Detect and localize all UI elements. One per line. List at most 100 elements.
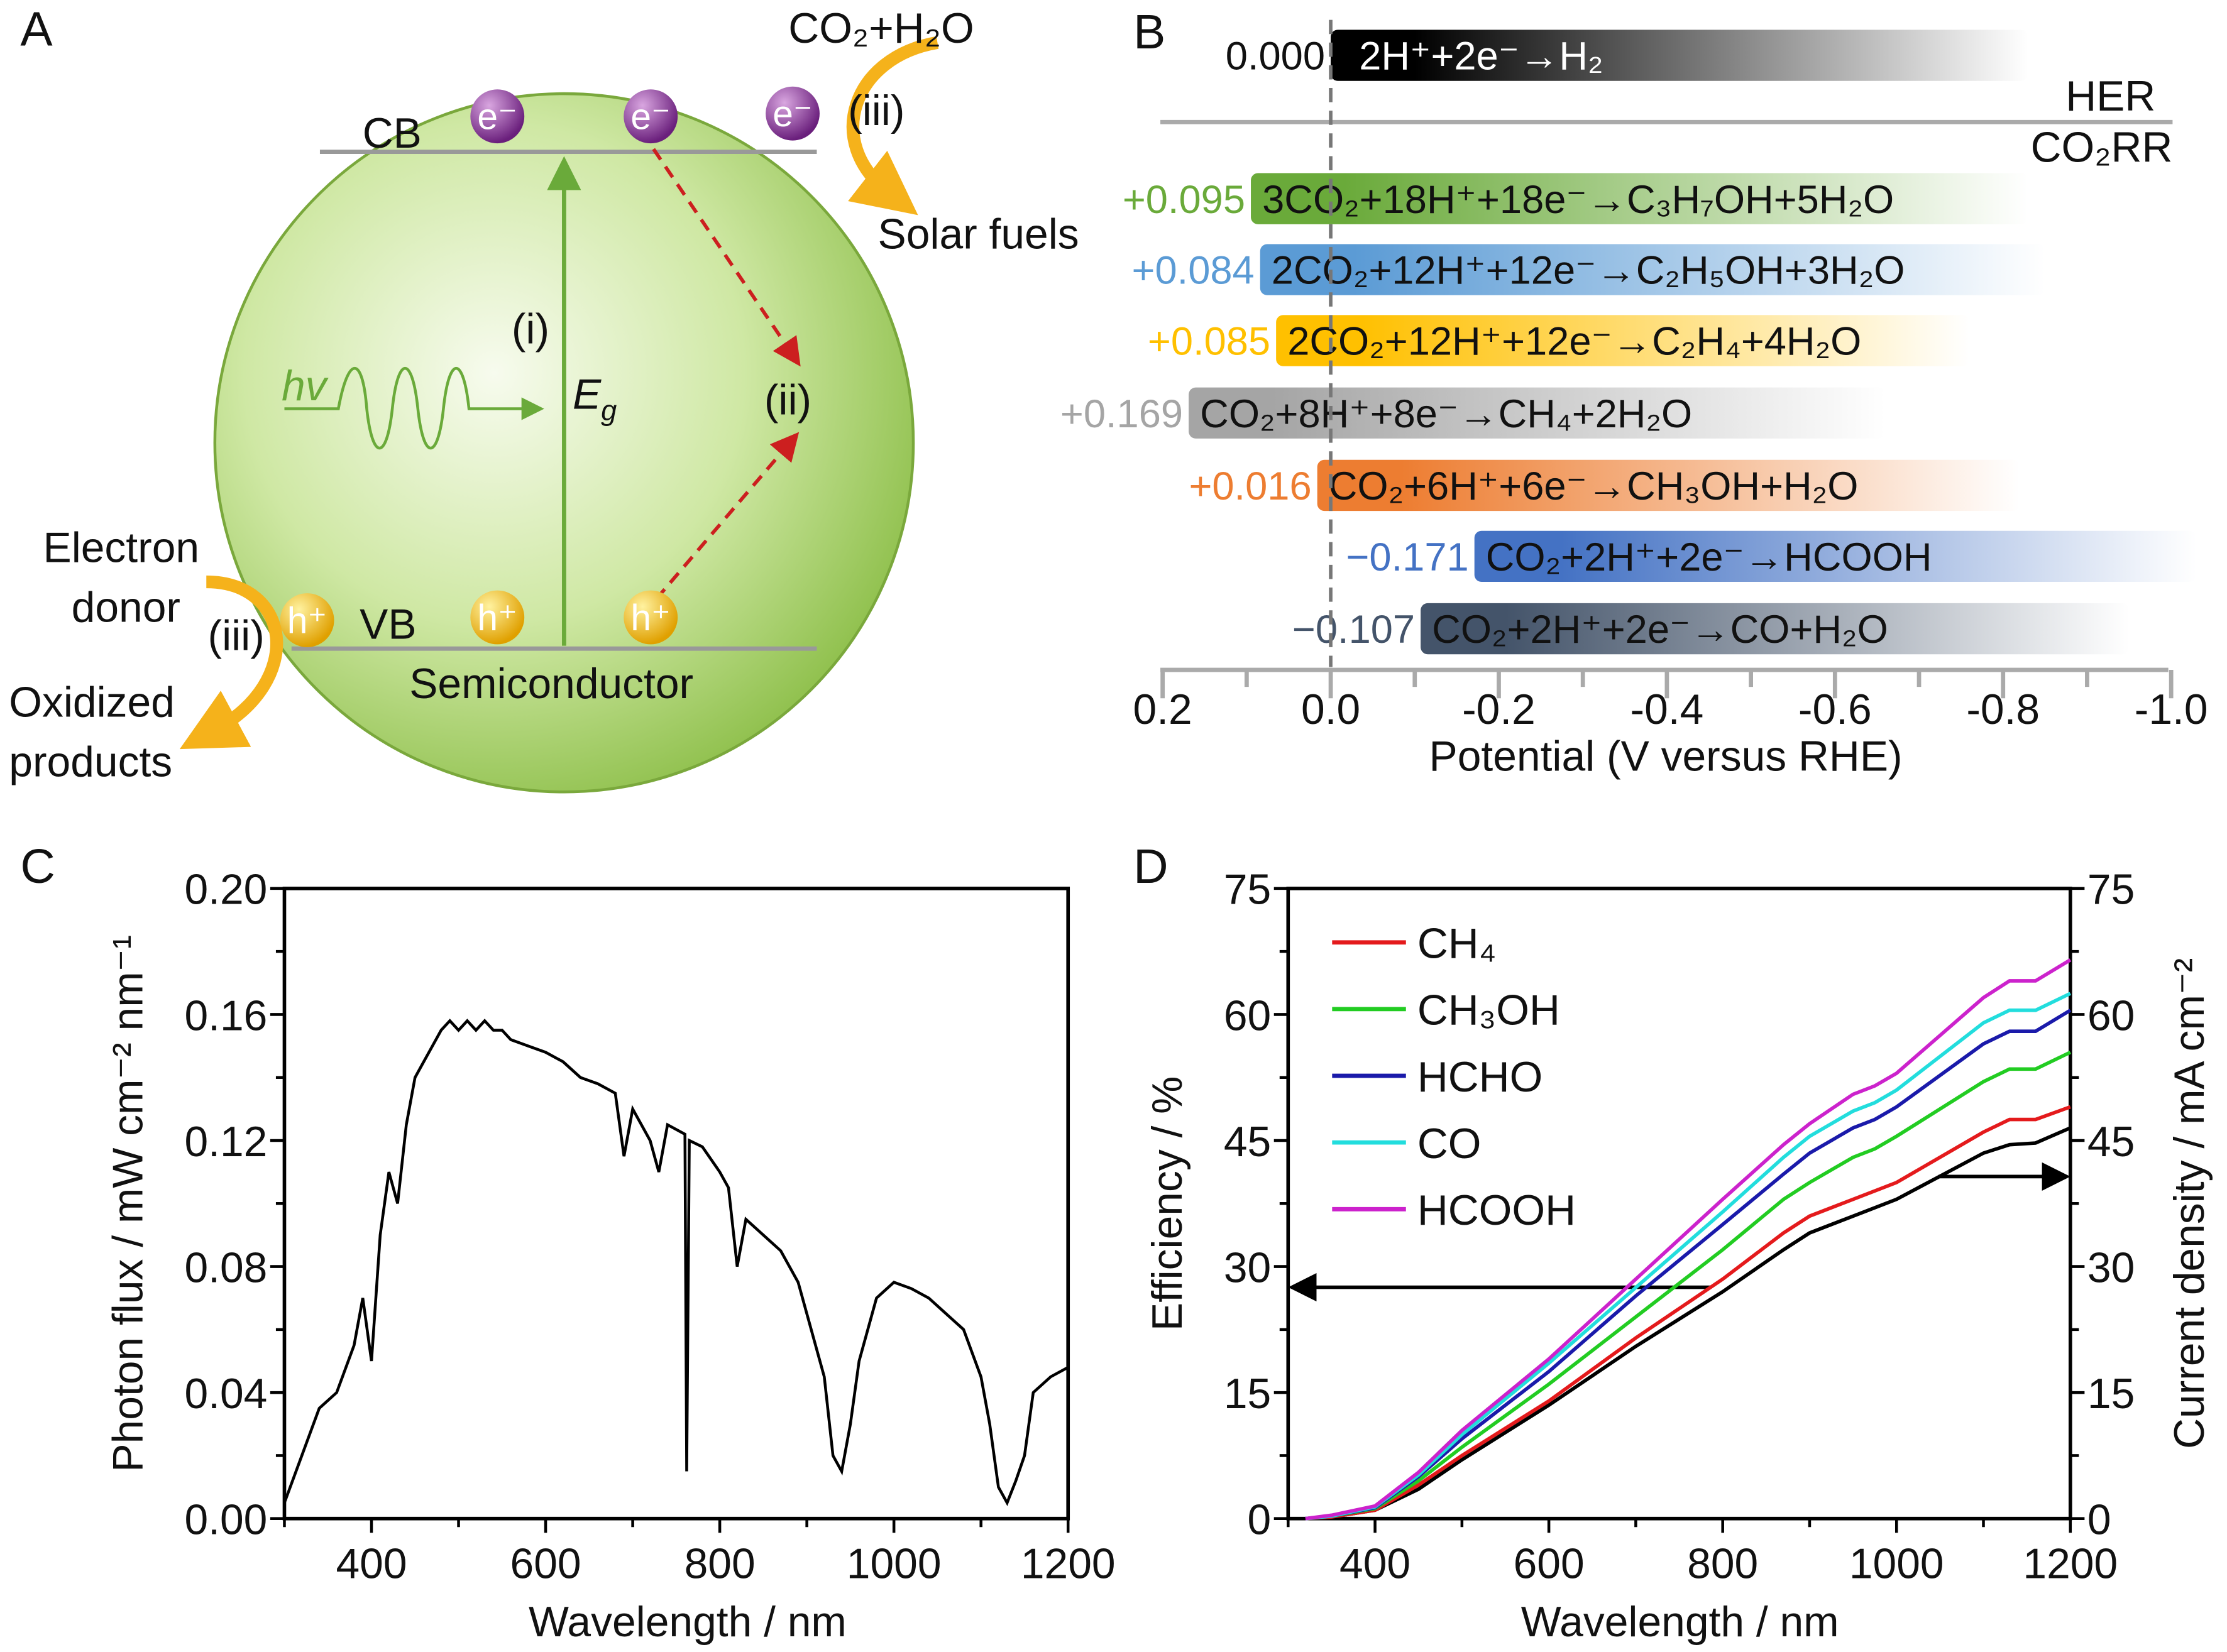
plot-frame [282,887,1070,1521]
hole-icon [280,593,334,647]
reaction-bar [1317,459,2020,511]
series-line [1305,1105,2071,1521]
c-y-axis-label: Photon flux / mW cm⁻² nm⁻¹ [105,935,152,1472]
x-tick-label: 800 [685,1541,756,1588]
hv-label: hv [282,363,329,410]
her-label: HER [2065,73,2155,120]
y-tick-label: 0.16 [185,992,268,1039]
x-tick-label: 600 [1514,1541,1585,1588]
c-x-axis-label: Wavelength / nm [529,1599,847,1646]
panel-c-chart: C Photon flux / mW cm⁻² nm⁻¹ Wavelength … [20,840,1115,1646]
potential-value-label: +0.016 [1189,464,1311,508]
potential-value-label: +0.169 [1060,392,1183,436]
reaction-equation: 2H⁺+2e⁻→H₂ [1359,35,1603,79]
b-x-tick-label: -1.0 [2135,686,2208,733]
right-y-tick-label: 75 [2087,867,2135,914]
b-x-axis-label: Potential (V versus RHE) [1429,733,1903,780]
potential-value-label: 0.000 [1226,35,1325,79]
reaction-equation: 3CO₂+18H⁺+18e⁻→C₃H₇OH+5H₂O [1262,178,1894,222]
b-x-tick-label: -0.2 [1462,686,1536,733]
semiconductor-label: Semiconductor [409,660,693,708]
oxidized-products-label-2: products [9,738,172,785]
reaction-bar [1331,30,2028,81]
step-ii-label: (ii) [764,377,811,424]
electron-symbol: e⁻ [773,94,813,134]
oxidized-products-label-1: Oxidized [9,679,175,726]
oxidation-arrow [179,575,283,750]
hole-symbol: h⁺ [287,600,327,641]
x-tick-label: 1200 [2023,1541,2118,1588]
legend-label: HCOOH [1417,1187,1576,1234]
y-tick-label: 0.20 [185,867,268,914]
legend-label: CO [1417,1120,1482,1168]
legend-label: HCHO [1417,1054,1542,1101]
x-tick-label: 400 [1339,1541,1410,1588]
x-tick-label: 800 [1687,1541,1758,1588]
y-tick-label: 45 [1224,1119,1271,1166]
b-x-tick-label: -0.8 [1966,686,2040,733]
panel-label-c: C [20,840,55,894]
y-tick-label: 60 [1224,992,1271,1039]
x-tick-label: 600 [510,1541,581,1588]
reduction-arrow [846,36,939,216]
legend-label: CH₃OH [1417,987,1560,1034]
y-tick-label: 15 [1224,1370,1271,1418]
potential-value-label: −0.107 [1292,608,1415,652]
reaction-bar [1421,603,2130,655]
electron-symbol: e⁻ [630,97,671,138]
electron-symbol: e⁻ [477,97,517,138]
panel-label-b: B [1133,5,1165,59]
legend-label: CH₄ [1417,921,1497,968]
co2rr-label: CO₂RR [2031,124,2173,171]
eg-label: Eg [573,371,617,426]
reaction-bar [1251,173,2028,224]
right-y-tick-label: 30 [2087,1244,2135,1291]
right-y-tick-label: 15 [2087,1370,2135,1418]
potential-value-label: −0.171 [1346,535,1469,579]
step-iii-reduction-label: (iii) [848,87,905,134]
step-i-label: (i) [512,306,549,353]
solar-fuels-label: Solar fuels [878,211,1079,258]
hole-icon [624,590,678,645]
photon-wave-icon [284,366,544,450]
photon-flux-spectrum-line [283,1019,1069,1506]
x-tick-label: 1200 [1021,1541,1116,1588]
reaction-bar [1260,244,2045,295]
y-tick-label: 0.08 [185,1244,268,1291]
x-tick-label: 1000 [1849,1541,1944,1588]
panel-a-diagram: A CB VB (i) (ii) Eg hv e⁻ e⁻ e⁻ h⁺ h⁺ h⁺ CO₂+… [9,2,1079,794]
reaction-equation: CO₂+8H⁺+8e⁻→CH₄+2H₂O [1200,392,1692,436]
reaction-equation: CO₂+6H⁺+6e⁻→CH₃OH+H₂O [1329,464,1859,508]
reaction-equation: CO₂+2H⁺+2e⁻→HCOOH [1486,535,1932,579]
potential-value-label: +0.084 [1132,249,1255,293]
d-right-axis-label: Current density / mA cm⁻² [2166,958,2213,1449]
series-line [1305,958,2072,1521]
panel-label-a: A [20,2,53,56]
electron-donor-label-1: Electron [43,524,200,571]
y-tick-label: 75 [1224,867,1271,914]
hole-icon [470,590,525,645]
y-tick-label: 0 [1248,1497,1272,1544]
reaction-equation: CO₂+2H⁺+2e⁻→CO+H₂O [1432,608,1888,652]
electron-icon [766,86,820,141]
potential-value-label: +0.095 [1123,178,1245,222]
b-x-tick-label: 0.2 [1133,686,1192,733]
reaction-bar [1189,387,1886,439]
b-x-tick-label: -0.6 [1798,686,1872,733]
vb-label: VB [360,601,416,648]
reaction-equation: 2CO₂+12H⁺+12e⁻→C₂H₄+4H₂O [1287,320,1861,364]
reaction-bar [1474,530,2197,583]
d-x-axis-label: Wavelength / nm [1521,1599,1839,1646]
x-tick-label: 400 [336,1541,407,1588]
b-x-tick-label: 0.0 [1301,686,1360,733]
y-tick-label: 0.12 [185,1119,268,1166]
y-tick-label: 0.04 [185,1370,268,1418]
y-tick-label: 0.00 [185,1497,268,1544]
right-y-tick-label: 0 [2087,1497,2111,1544]
reaction-equation: 2CO₂+12H⁺+12e⁻→C₂H₅OH+3H₂O [1272,249,1905,293]
b-x-tick-label: -0.4 [1630,686,1704,733]
series-line [1305,1126,2071,1521]
step-iii-oxidation-label: (iii) [208,612,265,659]
x-tick-label: 1000 [847,1541,942,1588]
